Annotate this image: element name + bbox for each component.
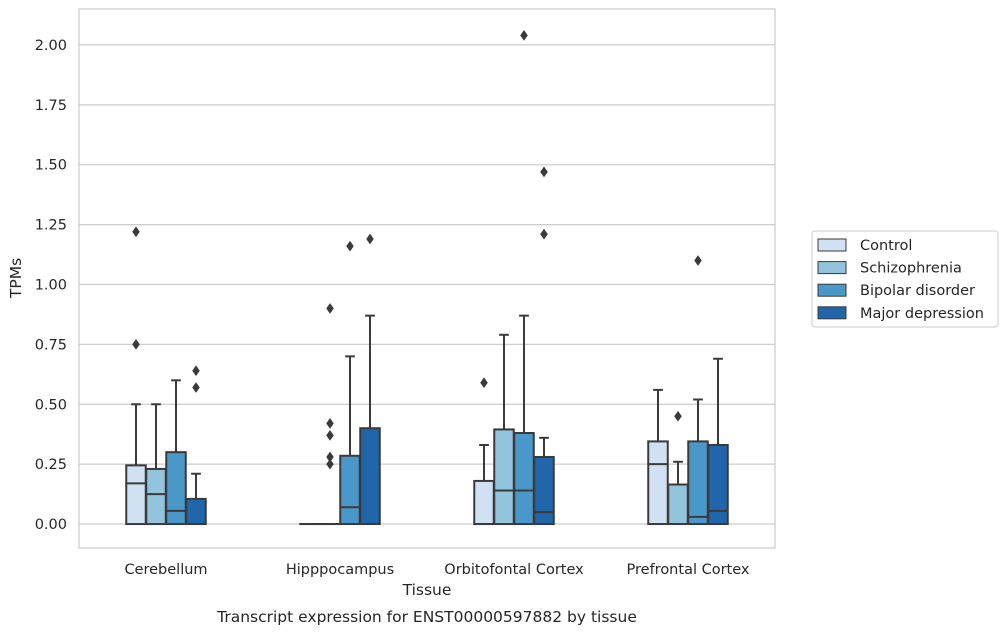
box-body <box>707 443 729 526</box>
box-bipolar-disorder <box>513 29 535 526</box>
box-body <box>647 440 669 526</box>
box-major-depression <box>359 233 381 526</box>
box-bipolar-disorder <box>165 379 187 526</box>
y-tick-label: 1.25 <box>35 218 67 234</box>
y-tick-label: 2.00 <box>35 38 67 54</box>
box-bipolar-disorder <box>339 240 361 526</box>
x-tick-label: Hipppocampus <box>286 562 394 578</box>
legend-swatch <box>817 238 847 252</box>
outlier-point <box>192 365 200 377</box>
box-body <box>533 455 555 526</box>
y-tick-label: 1.00 <box>35 277 67 293</box>
outlier-point <box>540 166 548 178</box>
box-body <box>125 464 147 526</box>
box-body <box>513 432 535 526</box>
outlier-point <box>326 303 334 314</box>
box-body <box>667 483 689 526</box>
box-body <box>687 440 709 526</box>
x-tick-label: Prefrontal Cortex <box>627 562 750 578</box>
outlier-point <box>346 240 354 252</box>
box-major-depression <box>707 357 729 526</box>
y-tick-label: 0.50 <box>35 397 67 413</box>
x-axis-label: Tissue <box>402 581 452 599</box>
y-tick-label: 1.50 <box>35 158 67 174</box>
outlier-point <box>366 233 374 245</box>
legend-label: Control <box>860 238 912 254</box>
box-major-depression <box>185 365 207 526</box>
box-body <box>473 479 495 526</box>
outlier-point <box>520 29 528 41</box>
box-body <box>339 454 361 526</box>
outlier-point <box>132 338 140 350</box>
outlier-point <box>326 451 334 463</box>
legend-label: Schizophrenia <box>860 261 962 277</box>
box-body <box>493 428 515 526</box>
legend: Control Schizophrenia Bipolar disorder Majo… <box>811 230 999 328</box>
outlier-point <box>480 377 488 389</box>
box-body <box>145 467 167 526</box>
y-tick-labels: 0.00 0.25 0.50 0.75 1.00 1.25 1.50 1.75 2.00 <box>35 38 67 533</box>
box-control <box>125 226 147 526</box>
box-series <box>125 29 729 526</box>
y-tick-label: 1.75 <box>35 98 67 114</box>
box-control <box>647 388 669 526</box>
box-body <box>185 497 207 526</box>
x-tick-label: Orbitofontal Cortex <box>444 562 584 578</box>
box-bipolar-disorder <box>687 255 709 526</box>
y-tick-label: 0.25 <box>35 457 67 473</box>
y-tick-label: 0.75 <box>35 337 67 353</box>
legend-swatch <box>817 283 847 297</box>
x-tick-label: Cerebellum <box>124 562 207 578</box>
y-axis-label: TPMs <box>7 258 25 299</box>
box-body <box>359 427 381 526</box>
legend-label: Bipolar disorder <box>860 283 975 299</box>
legend-frame <box>811 230 999 328</box>
box-major-depression <box>533 166 555 526</box>
outlier-point <box>326 417 334 429</box>
y-tick-label: 0.00 <box>35 517 67 533</box>
outlier-point <box>326 429 334 441</box>
plot-frame <box>78 8 776 549</box>
legend-label: Major depression <box>860 306 984 322</box>
outlier-point <box>674 410 682 422</box>
legend-swatch <box>817 306 847 320</box>
outlier-point <box>192 382 200 393</box>
outlier-point <box>326 458 334 470</box>
box-control <box>473 377 495 526</box>
x-tick-labels: Cerebellum Hipppocampus Orbitofontal Corte… <box>124 562 749 578</box>
box-body <box>165 451 187 526</box>
outlier-point <box>694 255 702 266</box>
outlier-point <box>540 228 548 240</box>
box-schizophrenia <box>667 410 689 526</box>
chart-caption: Transcript expression for ENST0000059788… <box>216 608 637 626</box>
legend-swatch <box>817 261 847 275</box>
outlier-point <box>132 226 140 238</box>
